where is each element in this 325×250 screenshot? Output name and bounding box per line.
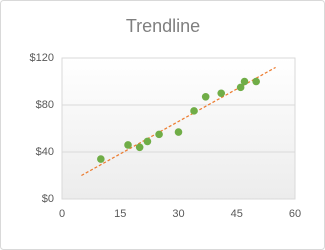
x-tick-label: 60 [289, 208, 301, 220]
y-tick-label: $120 [30, 52, 54, 64]
x-tick-label: 30 [172, 208, 184, 220]
point [240, 77, 249, 86]
point [236, 83, 245, 92]
point [190, 107, 198, 115]
x-tick-label: 0 [59, 208, 65, 220]
point [124, 141, 132, 149]
point [155, 130, 163, 139]
point [143, 137, 152, 146]
y-tick-label: $80 [36, 99, 54, 111]
chart-title: Trendline [126, 16, 200, 36]
point [201, 92, 210, 101]
point [174, 128, 183, 136]
point [135, 143, 144, 152]
x-tick-label: 15 [114, 208, 126, 220]
point [97, 155, 105, 163]
point [252, 77, 260, 86]
y-tick-label: $40 [36, 146, 54, 158]
y-tick-label: $0 [42, 193, 54, 205]
point [217, 89, 226, 98]
x-tick-label: 45 [231, 208, 243, 220]
